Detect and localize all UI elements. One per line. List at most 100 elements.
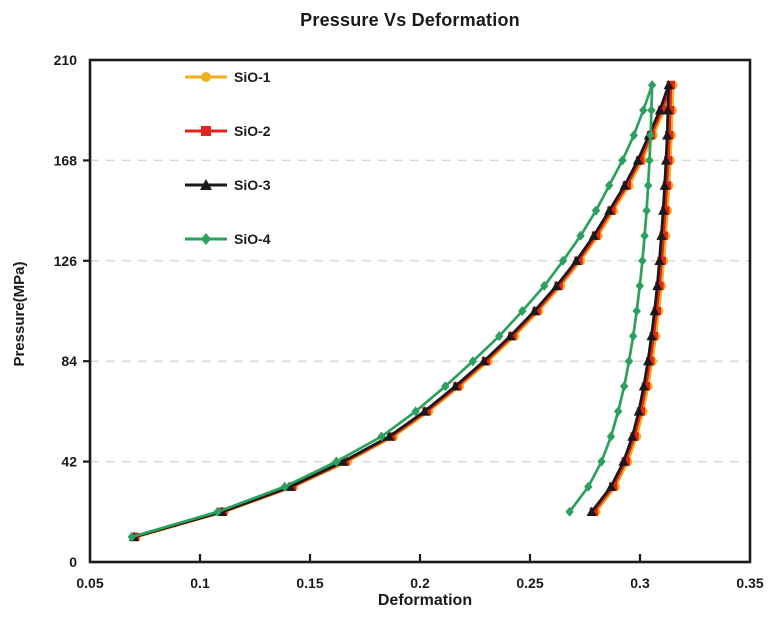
legend-triangle-swatch — [185, 179, 227, 190]
x-tick-label-0.1: 0.1 — [190, 575, 210, 591]
series-SiO-3-marker — [663, 79, 674, 90]
series-SiO-3-marker — [604, 205, 615, 215]
series-SiO-4-marker — [639, 105, 648, 116]
legend-label-SiO-4: SiO-4 — [234, 231, 271, 247]
series-SiO-3-marker — [658, 205, 669, 215]
series-SiO-4-marker — [640, 230, 649, 241]
series-SiO-3-marker — [285, 481, 296, 491]
series-SiO-3-marker — [551, 280, 562, 291]
series-SiO-4-marker — [411, 406, 420, 417]
series-SiO-4-marker — [332, 456, 341, 467]
series-SiO-4-marker — [618, 155, 627, 166]
series-SiO-3-marker — [586, 506, 597, 516]
series-SiO-3-marker — [632, 155, 643, 165]
y-tick-label-84: 84 — [61, 353, 77, 369]
series-SiO-4-marker — [597, 456, 606, 467]
series-SiO-3-marker — [654, 105, 665, 115]
series-SiO-4-marker — [495, 331, 504, 342]
x-axis-title: Deformation — [377, 592, 473, 609]
series-SiO-4-marker — [540, 280, 549, 291]
series-SiO-3-marker — [660, 155, 671, 165]
legend: SiO-1 SiO-2 SiO-3 SiO-4 — [183, 64, 271, 280]
series-SiO-4-marker — [635, 280, 644, 291]
series-SiO-3-marker — [646, 330, 657, 341]
series-SiO-3-marker — [659, 180, 670, 190]
series-SiO-4-marker — [468, 356, 477, 367]
series-SiO-3-marker — [529, 305, 540, 316]
series-SiO-3-marker — [384, 431, 395, 441]
series-SiO-4-marker — [643, 180, 653, 191]
series-SiO-4-marker — [441, 381, 450, 392]
series-SiO-3-marker — [662, 130, 673, 140]
legend-item-SiO-1: SiO-1 — [183, 64, 271, 90]
series-SiO-4-line — [130, 83, 654, 539]
legend-label-SiO-2: SiO-2 — [234, 123, 271, 139]
series-SiO-4-marker — [619, 381, 629, 392]
series-SiO-3-marker — [638, 381, 649, 391]
legend-marker-SiO-3 — [200, 179, 212, 190]
series-SiO-4-marker — [377, 431, 386, 442]
series-SiO-4-marker — [591, 205, 601, 216]
series-SiO-4-marker — [647, 80, 657, 91]
legend-circle-swatch — [185, 72, 227, 82]
series-SiO-4-marker — [638, 255, 647, 266]
y-tick-label-126: 126 — [54, 253, 78, 269]
series-SiO-3-marker — [662, 105, 673, 115]
legend-label-SiO-3: SiO-3 — [234, 177, 271, 193]
series-SiO-4-marker — [565, 506, 574, 517]
series-SiO-4-marker — [518, 306, 527, 316]
series-SiO-4-marker — [642, 205, 651, 216]
x-tick-label-0.05: 0.05 — [76, 575, 103, 591]
series-SiO-4-marker — [632, 306, 641, 316]
legend-item-SiO-2: SiO-2 — [183, 118, 271, 144]
series-SiO-3-marker — [588, 230, 599, 240]
series-SiO-4-marker — [558, 255, 568, 266]
x-tick-label-0.3: 0.3 — [630, 575, 650, 591]
series-SiO-3-marker — [652, 280, 663, 291]
legend-label-SiO-1: SiO-1 — [234, 69, 271, 85]
series-SiO-4-marker — [645, 155, 654, 166]
series-SiO-4-marker — [646, 130, 655, 141]
legend-square-swatch — [185, 126, 227, 136]
x-tick-label-0.35: 0.35 — [736, 575, 763, 591]
series-SiO-4-marker — [213, 506, 222, 517]
series-SiO-3-marker — [571, 255, 582, 265]
legend-marker-SiO-1 — [201, 72, 211, 82]
y-axis-title: Pressure(MPa) — [11, 261, 28, 367]
series-SiO-4-marker — [584, 481, 593, 492]
series-SiO-3-marker — [656, 230, 667, 240]
x-tick-label-0.25: 0.25 — [516, 575, 543, 591]
series-SiO-3-marker — [450, 381, 461, 391]
series-SiO-4-marker — [280, 481, 289, 492]
y-tick-label-168: 168 — [54, 152, 78, 168]
series-SiO-4-marker — [127, 531, 136, 542]
x-tick-label-0.15: 0.15 — [296, 575, 323, 591]
series-SiO-4-marker — [606, 431, 616, 442]
series-SiO-3-marker — [338, 456, 348, 466]
y-tick-label-0: 0 — [69, 554, 77, 570]
series-SiO-3-marker — [478, 356, 489, 366]
series-SiO-4-marker — [624, 356, 634, 367]
legend-marker-SiO-2 — [201, 126, 211, 136]
series-SiO-4-marker — [628, 331, 638, 342]
series-SiO-3-marker — [505, 330, 516, 341]
series-SiO-3-marker — [619, 180, 630, 190]
series-SiO-3-marker — [654, 255, 665, 265]
series-SiO-3-marker — [419, 406, 430, 416]
y-tick-label-42: 42 — [61, 454, 77, 470]
legend-item-SiO-3: SiO-3 — [183, 172, 271, 198]
series-SiO-3-marker — [642, 356, 653, 366]
series-SiO-3-marker — [633, 406, 644, 416]
series-SiO-3-marker — [618, 456, 629, 466]
series-SiO-4-marker — [614, 406, 623, 417]
series-SiO-3-marker — [605, 481, 616, 491]
series-SiO-3-marker — [627, 431, 638, 441]
legend-marker-SiO-4 — [201, 233, 211, 245]
y-tick-label-210: 210 — [54, 52, 78, 68]
chart-title: Pressure Vs Deformation — [300, 10, 520, 30]
series-SiO-4-marker — [605, 180, 614, 191]
legend-diamond-swatch — [185, 233, 227, 245]
series-SiO-4-marker — [629, 130, 639, 141]
legend-item-SiO-4: SiO-4 — [183, 226, 271, 252]
